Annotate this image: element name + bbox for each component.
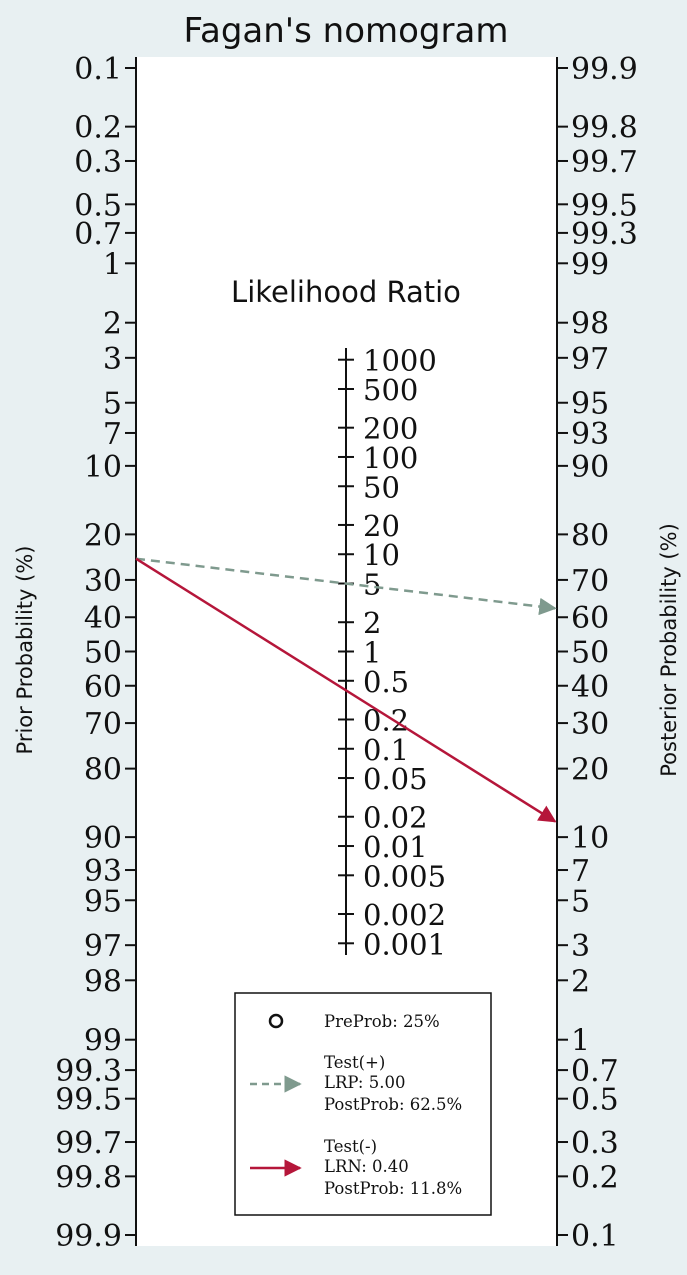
lr-tick-label: 0.2 (363, 703, 409, 737)
right-tick-label: 0.7 (571, 1054, 619, 1089)
lr-tick-label: 100 (363, 441, 418, 475)
left-tick-label: 50 (84, 636, 122, 671)
lr-tick-label: 10 (363, 538, 400, 572)
legend-pos-lr: LRP: 5.00 (324, 1073, 405, 1092)
right-tick-label: 50 (571, 636, 609, 671)
left-tick-label: 99.5 (55, 1083, 122, 1118)
left-tick-label: 60 (84, 670, 122, 705)
left-tick-label: 97 (84, 929, 122, 964)
lr-tick-label: 5 (363, 568, 381, 602)
right-tick-label: 5 (571, 884, 590, 919)
lr-tick-label: 0.01 (363, 830, 428, 864)
right-tick-label: 60 (571, 601, 609, 636)
chart-title: Fagan's nomogram (184, 11, 509, 51)
legend-neg-post: PostProb: 11.8% (324, 1179, 462, 1198)
right-tick-label: 99.8 (571, 111, 638, 146)
right-tick-label: 99.7 (571, 145, 638, 180)
right-tick-label: 1 (571, 1024, 590, 1059)
right-tick-label: 30 (571, 707, 609, 742)
right-axis-label: Posterior Probability (%) (657, 523, 681, 777)
lr-tick-label: 0.002 (363, 898, 446, 932)
right-tick-label: 0.3 (571, 1126, 619, 1161)
right-tick-label: 2 (571, 964, 590, 999)
left-tick-label: 7 (103, 417, 122, 452)
left-tick-label: 0.3 (74, 145, 122, 180)
left-tick-label: 30 (84, 564, 122, 599)
right-tick-label: 99.5 (571, 188, 638, 223)
left-tick-label: 20 (84, 518, 122, 553)
right-axis-ticks: 99.999.899.799.599.399989795939080706050… (557, 52, 638, 1254)
legend-neg-lr: LRN: 0.40 (324, 1157, 409, 1176)
left-tick-label: 1 (103, 247, 122, 282)
preprob-marker-icon (268, 1013, 284, 1029)
lr-tick-label: 50 (363, 470, 400, 504)
left-tick-label: 70 (84, 707, 122, 742)
left-tick-label: 2 (103, 307, 122, 342)
lr-tick-label: 0.005 (363, 859, 446, 893)
positive-test-line (135, 557, 557, 616)
left-tick-label: 5 (103, 387, 122, 422)
left-tick-label: 90 (84, 821, 122, 856)
left-tick-label: 99.3 (55, 1054, 122, 1089)
lr-tick-label: 200 (363, 412, 418, 446)
right-tick-label: 99 (571, 247, 609, 282)
lr-axis-title: Likelihood Ratio (231, 275, 461, 309)
left-tick-label: 10 (84, 450, 122, 485)
right-tick-label: 80 (571, 518, 609, 553)
right-tick-label: 98 (571, 307, 609, 342)
negative-test-line (135, 557, 557, 823)
legend: PreProb: 25% Test(+) LRP: 5.00 PostProb:… (234, 992, 492, 1216)
lr-axis-ticks: 10005002001005020105210.50.20.10.050.020… (338, 344, 446, 961)
left-tick-label: 99.8 (55, 1160, 122, 1195)
left-tick-label: 98 (84, 964, 122, 999)
left-tick-label: 0.2 (74, 111, 122, 146)
right-tick-label: 93 (571, 417, 609, 452)
legend-pos-post: PostProb: 62.5% (324, 1095, 462, 1114)
legend-box (234, 992, 492, 1216)
left-tick-label: 3 (103, 342, 122, 377)
legend-preprob: PreProb: 25% (324, 1012, 440, 1031)
right-tick-label: 99.3 (571, 217, 638, 252)
left-tick-label: 0.1 (74, 52, 122, 87)
right-tick-label: 20 (571, 753, 609, 788)
right-tick-label: 3 (571, 929, 590, 964)
left-tick-label: 93 (84, 854, 122, 889)
right-tick-label: 0.2 (571, 1160, 619, 1195)
lr-tick-label: 0.5 (363, 665, 409, 699)
left-tick-label: 95 (84, 884, 122, 919)
lr-tick-label: 0.1 (363, 733, 409, 767)
right-tick-label: 70 (571, 564, 609, 599)
right-tick-label: 90 (571, 450, 609, 485)
right-tick-label: 40 (571, 670, 609, 705)
right-tick-label: 95 (571, 387, 609, 422)
lr-tick-label: 0.05 (363, 762, 428, 796)
lr-tick-label: 20 (363, 509, 400, 543)
lr-tick-label: 0.02 (363, 801, 428, 835)
right-tick-label: 99.9 (571, 52, 638, 87)
probability-lines (135, 557, 557, 823)
legend-neg-title: Test(-) (324, 1137, 377, 1156)
left-tick-label: 99.7 (55, 1126, 122, 1161)
right-tick-label: 0.1 (571, 1219, 619, 1254)
left-tick-label: 99 (84, 1024, 122, 1059)
right-tick-label: 0.5 (571, 1083, 619, 1118)
left-tick-label: 99.9 (55, 1219, 122, 1254)
lr-tick-label: 2 (363, 606, 381, 640)
right-tick-label: 97 (571, 342, 609, 377)
left-tick-label: 0.7 (74, 217, 122, 252)
right-tick-label: 10 (571, 821, 609, 856)
left-tick-label: 40 (84, 601, 122, 636)
lr-tick-label: 0.001 (363, 927, 446, 961)
left-tick-label: 0.5 (74, 188, 122, 223)
lr-tick-label: 500 (363, 373, 418, 407)
right-tick-label: 7 (571, 854, 590, 889)
left-axis-label: Prior Probability (%) (13, 546, 37, 755)
lr-tick-label: 1000 (363, 344, 437, 378)
lr-tick-label: 1 (363, 636, 381, 670)
left-tick-label: 80 (84, 753, 122, 788)
legend-pos-title: Test(+) (324, 1053, 385, 1072)
